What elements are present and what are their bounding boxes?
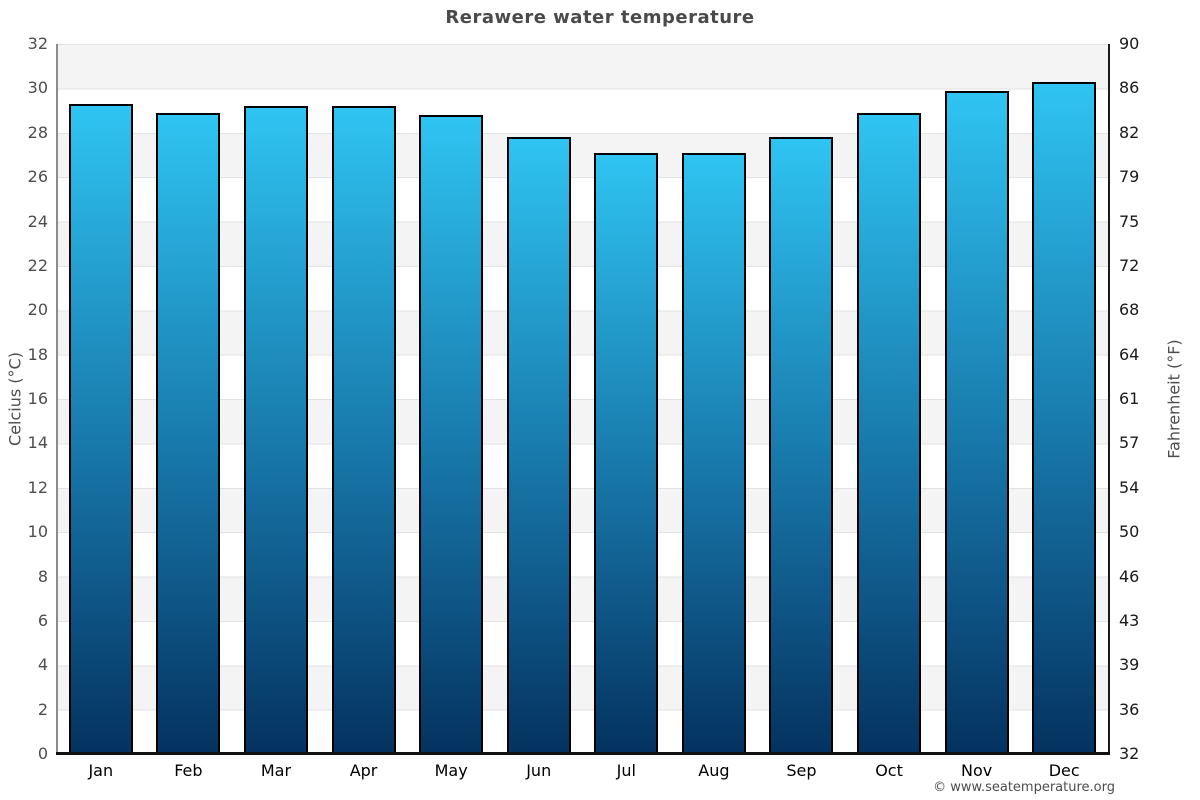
- fahrenheit-tick-label: 43: [1119, 610, 1140, 630]
- month-label: Aug: [698, 761, 730, 780]
- fahrenheit-axis-tick-labels: 90 86 82 79 75 72 68 64 61 57 54 50 46 43 39 36 32: [1119, 0, 1199, 800]
- celsius-tick-label: 10: [27, 522, 48, 542]
- fahrenheit-tick-label: 57: [1119, 433, 1140, 453]
- fahrenheit-tick-label: 36: [1119, 699, 1140, 719]
- watermark: © www.seatemperature.org: [933, 780, 1115, 795]
- celsius-tick-label: 24: [27, 211, 48, 231]
- fahrenheit-tick-label: 79: [1119, 167, 1140, 187]
- month-label: Sep: [786, 761, 817, 780]
- celsius-tick-label: 12: [27, 477, 48, 497]
- x-axis-line: [56, 752, 1110, 755]
- celsius-tick-label: 4: [37, 655, 48, 675]
- fahrenheit-tick-label: 90: [1119, 34, 1140, 53]
- plot-area: [57, 44, 1108, 754]
- month-label: Nov: [961, 761, 993, 780]
- month-label: Apr: [349, 761, 378, 780]
- celsius-tick-label: 0: [37, 744, 48, 763]
- fahrenheit-tick-label: 50: [1119, 522, 1140, 542]
- celsius-tick-label: 8: [37, 566, 48, 586]
- bar-aug: [681, 152, 746, 754]
- celsius-tick-label: 28: [27, 122, 48, 142]
- month-label: Jun: [526, 761, 552, 780]
- bar-apr: [331, 106, 396, 754]
- celsius-tick-label: 30: [27, 78, 48, 98]
- bars-layer: [57, 44, 1108, 754]
- fahrenheit-tick-label: 82: [1119, 122, 1140, 142]
- bar-dec: [1032, 81, 1097, 754]
- fahrenheit-tick-label: 32: [1119, 744, 1140, 763]
- month-label: Jan: [88, 761, 114, 780]
- bar-mar: [243, 106, 308, 754]
- month-label: Feb: [174, 761, 203, 780]
- month-label: Mar: [260, 761, 292, 780]
- celsius-tick-label: 22: [27, 255, 48, 275]
- month-label: Dec: [1048, 761, 1080, 780]
- fahrenheit-tick-label: 54: [1119, 477, 1140, 497]
- bar-oct: [857, 112, 922, 754]
- chart-title: Rerawere water temperature: [445, 7, 755, 28]
- fahrenheit-tick-label: 68: [1119, 300, 1140, 320]
- bar-jan: [68, 103, 133, 754]
- celsius-tick-label: 16: [27, 389, 48, 408]
- fahrenheit-tick-label: 64: [1119, 344, 1140, 364]
- fahrenheit-tick-label: 46: [1119, 566, 1140, 586]
- month-label: May: [434, 761, 468, 780]
- celsius-tick-label: 2: [37, 699, 48, 719]
- bar-feb: [156, 112, 221, 754]
- month-label: Jul: [616, 761, 636, 780]
- celsius-tick-label: 32: [27, 34, 48, 53]
- celsius-tick-label: 26: [27, 167, 48, 187]
- celsius-tick-label: 14: [27, 433, 48, 453]
- fahrenheit-tick-label: 75: [1119, 211, 1140, 231]
- bar-nov: [944, 90, 1009, 754]
- right-axis-line: [1108, 44, 1110, 754]
- bar-jul: [594, 152, 659, 754]
- celsius-axis-tick-labels: 32 30 28 26 24 22 20 18 16 14 12 10 8 6 4 2 0: [0, 0, 48, 800]
- bar-sep: [769, 137, 834, 754]
- fahrenheit-tick-label: 72: [1119, 255, 1140, 275]
- bar-may: [419, 115, 484, 754]
- celsius-tick-label: 18: [27, 344, 48, 364]
- left-axis-line: [56, 44, 58, 754]
- bar-jun: [506, 137, 571, 754]
- celsius-tick-label: 20: [27, 300, 48, 320]
- fahrenheit-tick-label: 39: [1119, 655, 1140, 675]
- month-axis-tick-labels: Jan Feb Mar Apr May Jun Jul Aug Sep Oct Nov Dec: [57, 761, 1108, 785]
- month-label: Oct: [875, 761, 903, 780]
- fahrenheit-tick-label: 61: [1119, 389, 1140, 408]
- fahrenheit-tick-label: 86: [1119, 78, 1140, 98]
- celsius-tick-label: 6: [37, 610, 48, 630]
